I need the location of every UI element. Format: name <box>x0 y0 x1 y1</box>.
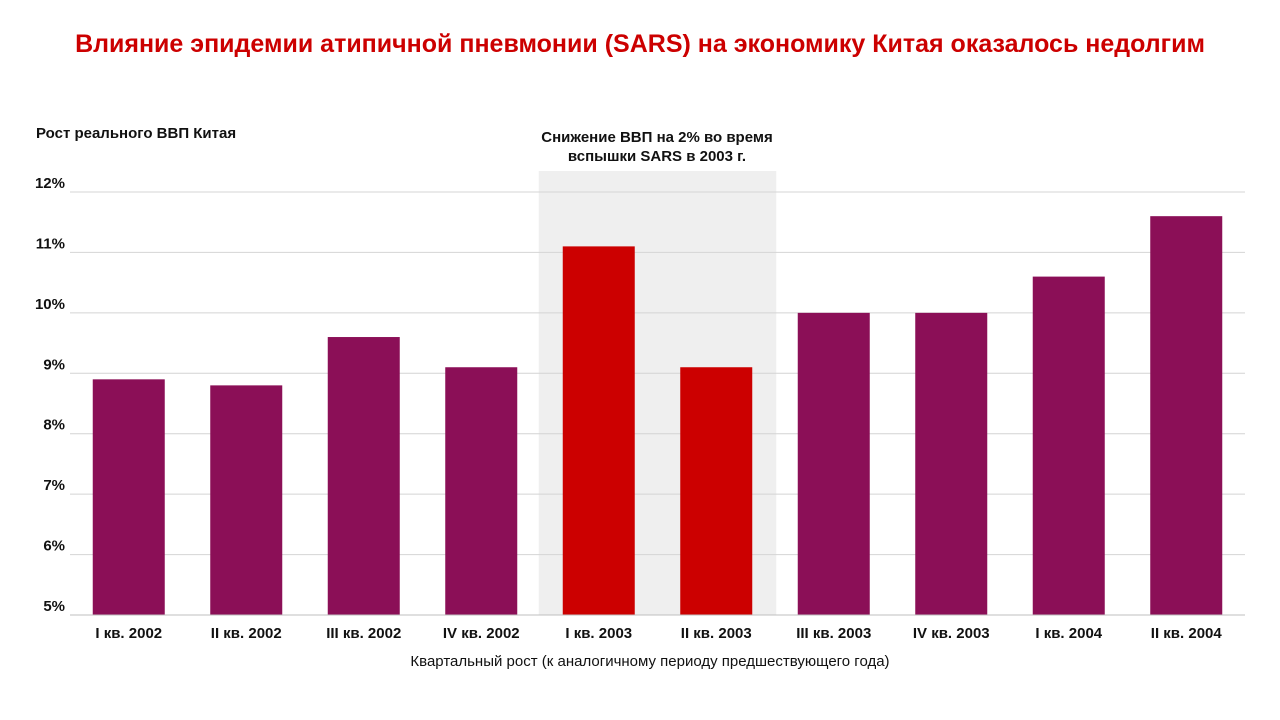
x-tick-label: I кв. 2004 <box>1035 625 1102 642</box>
y-tick-label: 5% <box>43 598 65 615</box>
bar-9 <box>1032 276 1105 615</box>
bar-5 <box>562 246 635 615</box>
bar-7 <box>797 312 870 615</box>
annotation-line-2: вспышки SARS в 2003 г. <box>567 148 747 165</box>
x-tick-label: I кв. 2002 <box>95 625 162 642</box>
x-tick-label: IV кв. 2003 <box>913 625 990 642</box>
bar-2 <box>210 385 283 615</box>
bar-4 <box>445 367 518 615</box>
x-tick-label: III кв. 2003 <box>796 625 871 642</box>
bar-8 <box>915 312 988 615</box>
bar-3 <box>327 337 400 615</box>
sars-annotation: Снижение ВВП на 2% во время вспышки SARS… <box>512 128 802 166</box>
x-tick-label: II кв. 2002 <box>211 625 282 642</box>
bar-10 <box>1150 216 1223 615</box>
x-tick-label: II кв. 2003 <box>681 625 752 642</box>
x-tick-label: III кв. 2002 <box>326 625 401 642</box>
y-tick-label: 9% <box>43 356 65 373</box>
y-tick-label: 12% <box>35 175 65 192</box>
y-tick-label: 8% <box>43 417 65 434</box>
y-tick-label: 7% <box>43 477 65 494</box>
bar-1 <box>92 379 165 615</box>
x-tick-label: II кв. 2004 <box>1151 625 1223 642</box>
chart-title: Влияние эпидемии атипичной пневмонии (SA… <box>75 30 1205 58</box>
y-tick-label: 6% <box>43 538 65 555</box>
x-tick-label: I кв. 2003 <box>565 625 632 642</box>
y-tick-label: 10% <box>35 296 65 313</box>
y-tick-label: 11% <box>36 235 65 252</box>
x-axis-label: Квартальный рост (к аналогичному периоду… <box>410 653 890 670</box>
y-axis-label: Рост реального ВВП Китая <box>36 125 237 142</box>
x-tick-label: IV кв. 2002 <box>443 625 520 642</box>
bar-6 <box>680 367 753 615</box>
annotation-line-1: Снижение ВВП на 2% во время <box>541 129 773 146</box>
